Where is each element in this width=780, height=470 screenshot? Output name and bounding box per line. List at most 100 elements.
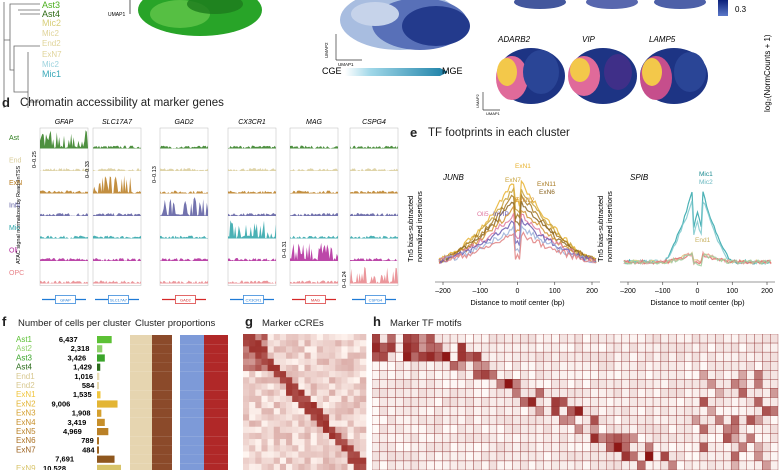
cluster-dendrogram <box>3 2 40 108</box>
tree-label-faded-1: Mic2 <box>42 18 61 28</box>
panel-h-cell <box>684 379 693 389</box>
panel-g-cell <box>304 334 311 341</box>
panel-f-proportion-seg3 <box>204 335 228 345</box>
panel-h-cell <box>668 379 677 389</box>
panel-h-cell <box>723 379 732 389</box>
panel-f-count-bar <box>97 382 99 390</box>
panel-g-cell <box>298 358 305 366</box>
panel-h-cell <box>481 460 490 470</box>
panel-h-cell <box>723 460 732 470</box>
panel-h-cell <box>723 370 732 380</box>
panel-g-cell <box>279 383 287 390</box>
panel-h-cell <box>754 342 763 353</box>
panel-g-cell <box>292 377 299 384</box>
panel-h-cell <box>574 433 583 443</box>
panel-h-cell <box>473 334 482 344</box>
panel-h-cell <box>723 415 732 425</box>
panel-f-proportion-bg <box>130 390 154 400</box>
panel-h-cell <box>668 334 677 344</box>
panel-h-cell <box>418 351 427 362</box>
panel-g-cell <box>243 457 250 465</box>
panel-g-cell <box>261 334 268 341</box>
panel-f-count-label: 3,419 <box>67 418 86 427</box>
panel-h-cell <box>684 406 693 416</box>
panel-h-cell <box>535 334 544 344</box>
panel-e-annotation: ExN12 <box>515 197 535 204</box>
panel-f-proportion-bg <box>130 381 154 391</box>
panel-g-cell <box>310 358 318 366</box>
panel-h-cell <box>426 379 435 389</box>
panel-d-celltype-oli: Oli <box>9 248 18 255</box>
panel-g-cell <box>286 377 293 384</box>
panel-g-cell <box>243 426 250 434</box>
panel-h-cell <box>684 388 693 398</box>
panel-h-cell <box>551 451 560 462</box>
panel-h-cell <box>426 361 435 371</box>
panel-h-cell <box>598 442 607 453</box>
panel-d-signal-track <box>290 242 338 261</box>
panel-h-cell <box>691 351 701 362</box>
panel-h-cell <box>723 406 732 416</box>
panel-g-cell <box>279 389 287 397</box>
panel-h-cell <box>465 442 474 453</box>
panel-h-cell <box>527 442 537 453</box>
panel-e-tick-label: 0 <box>696 288 700 295</box>
panel-h-cell <box>496 342 505 353</box>
panel-f-proportion-seg2 <box>180 390 206 400</box>
panel-h-cell <box>613 342 623 353</box>
panel-g-cell <box>255 334 262 341</box>
panel-h-cell <box>652 433 662 443</box>
panel-e-letter: e <box>410 125 418 140</box>
panel-h-cell <box>457 415 466 425</box>
panel-f-proportion-seg2 <box>180 436 206 446</box>
panel-h-cell <box>504 433 513 443</box>
panel-h-cell <box>598 379 607 389</box>
panel-h-cell <box>621 424 630 434</box>
panel-g-cell <box>359 352 367 360</box>
panel-d-signal-track <box>160 197 208 216</box>
panel-g-cell <box>329 395 336 403</box>
panel-h-cell <box>707 361 716 371</box>
panel-g-cell <box>273 389 281 397</box>
panel-h-cell <box>676 370 685 380</box>
panel-h-cell <box>645 370 654 380</box>
panel-f-count-bar <box>97 455 115 463</box>
panel-g-cell <box>249 445 256 452</box>
panel-d-track-box <box>349 127 399 286</box>
panel-h-cell <box>746 433 755 443</box>
panel-g-cell <box>267 426 275 434</box>
panel-h-cell <box>684 442 693 453</box>
panel-h-cell <box>372 342 380 353</box>
panel-g-cell <box>261 364 268 372</box>
panel-g-cell <box>341 426 348 434</box>
panel-g-cell <box>273 346 281 353</box>
panel-d-signal-track <box>93 175 141 194</box>
panel-h-cell <box>637 424 646 434</box>
panel-g-cell <box>243 463 250 470</box>
panel-h-cell <box>691 415 701 425</box>
panel-h-cell <box>387 415 396 425</box>
panel-h-cell <box>699 351 708 362</box>
panel-h-cell <box>613 351 623 362</box>
panel-g-cell <box>292 408 299 415</box>
panel-g-cell <box>304 426 311 434</box>
panel-h-cell <box>465 379 474 389</box>
panel-f-count-label: 7,691 <box>55 455 74 464</box>
panel-d-signal-track <box>350 258 398 261</box>
panel-g-cell <box>261 340 268 347</box>
panel-h-cell <box>372 379 380 389</box>
panel-g-cell <box>359 414 367 421</box>
panel-g-cell <box>341 358 348 366</box>
panel-f-count-bar <box>97 446 99 454</box>
panel-h-cell <box>426 406 435 416</box>
panel-h-cell <box>754 370 763 380</box>
panel-h-cell <box>496 379 505 389</box>
panel-h-cell <box>442 351 451 362</box>
umap-gene-adarb2: ADARB2 <box>497 35 531 44</box>
panel-h-cell <box>372 397 380 407</box>
panel-d-signal-track <box>350 266 398 284</box>
panel-h-cell <box>512 379 521 389</box>
panel-h-cell <box>668 370 677 380</box>
panel-h-cell <box>582 361 591 371</box>
